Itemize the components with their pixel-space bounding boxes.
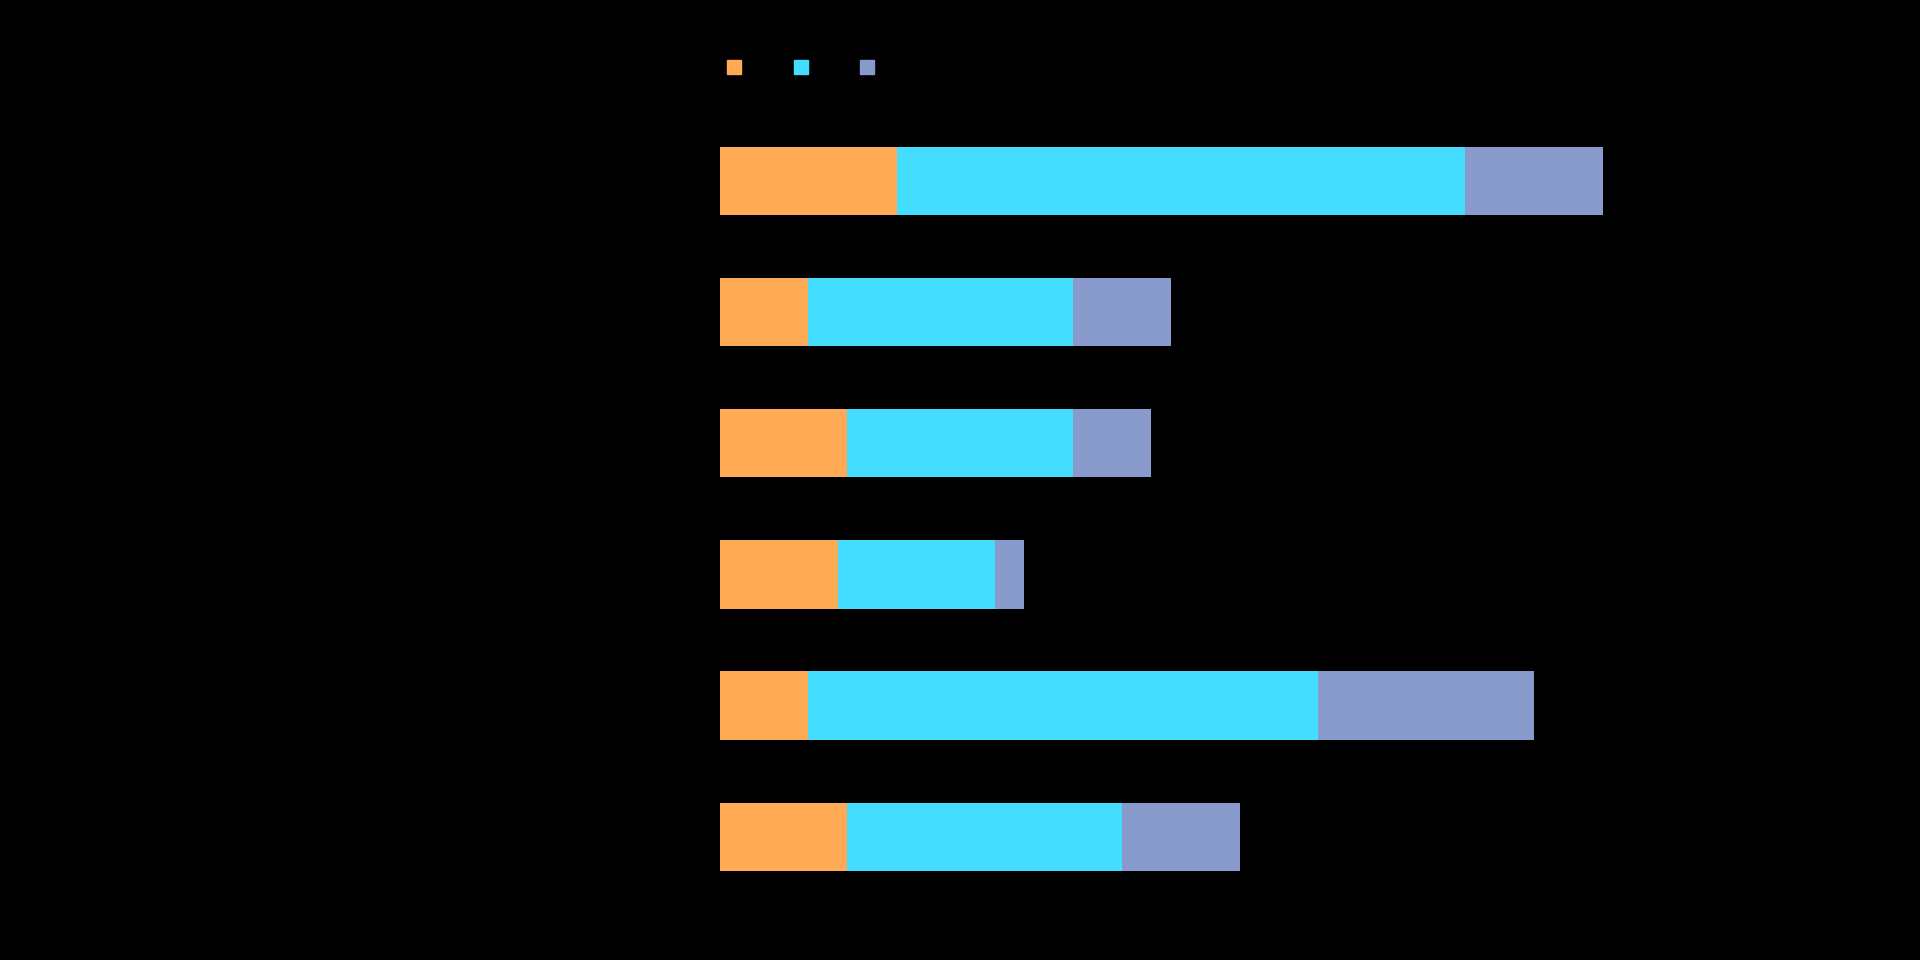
Bar xyxy=(1073,409,1152,477)
Bar xyxy=(720,277,808,347)
Bar xyxy=(808,277,1073,347)
Bar xyxy=(720,147,897,215)
Bar xyxy=(897,147,1465,215)
Bar xyxy=(837,540,995,609)
Bar xyxy=(1121,803,1240,871)
Legend: , , : , , xyxy=(728,60,877,75)
Bar xyxy=(720,540,837,609)
Bar xyxy=(720,803,847,871)
Bar xyxy=(1073,277,1171,347)
Bar xyxy=(720,671,808,740)
Bar xyxy=(1319,671,1534,740)
Bar xyxy=(847,409,1073,477)
Bar xyxy=(720,409,847,477)
Bar xyxy=(995,540,1023,609)
Bar xyxy=(1465,147,1603,215)
Bar xyxy=(808,671,1319,740)
Bar xyxy=(847,803,1121,871)
